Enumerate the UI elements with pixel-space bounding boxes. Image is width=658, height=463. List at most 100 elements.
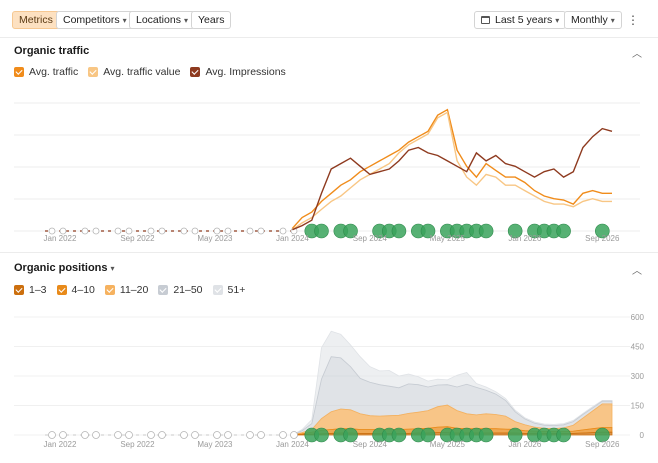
update-marker <box>224 227 232 235</box>
y-tick-label: 0 <box>640 431 645 440</box>
update-bubble <box>391 427 407 443</box>
locations-label: Locations <box>136 14 181 26</box>
checkbox-icon[interactable] <box>158 285 169 295</box>
chevron-down-icon: ▾ <box>122 16 127 25</box>
interval-button[interactable]: Monthly ▾ <box>564 11 622 29</box>
checkbox-icon[interactable] <box>14 67 24 77</box>
positions-chart: 600 450 300 150 0 Jan 2022 Sep 2022 May 2023 Jan… <box>14 313 645 449</box>
checkbox-icon[interactable] <box>212 285 223 295</box>
update-marker <box>147 227 155 235</box>
traffic-legend: Avg. traffic Avg. traffic value Avg. Impre… <box>14 65 296 79</box>
traffic-legend-item[interactable]: Avg. traffic <box>14 66 78 78</box>
chevron-down-icon: ▾ <box>183 16 188 25</box>
update-marker <box>290 431 298 439</box>
traffic-legend-item[interactable]: Avg. traffic value <box>88 66 180 78</box>
update-bubble <box>595 427 610 443</box>
positions-legend-item[interactable]: 4–10 <box>56 284 95 296</box>
y-tick-label: 450 <box>631 343 645 352</box>
y-tick-label: 600 <box>631 313 645 322</box>
x-tick-label: May 2025 <box>430 234 466 243</box>
update-bubble <box>507 223 523 239</box>
update-bubble <box>420 427 436 443</box>
x-tick-label: May 2025 <box>430 440 466 449</box>
y-tick-label: 150 <box>631 402 645 411</box>
checkbox-icon[interactable] <box>88 67 99 77</box>
update-marker <box>147 431 155 439</box>
metrics-button[interactable]: Metrics <box>12 11 60 29</box>
update-marker <box>92 227 100 235</box>
traffic-legend-label: Avg. traffic <box>29 66 79 78</box>
competitors-label: Competitors <box>63 14 120 26</box>
section-divider <box>0 252 658 253</box>
competitors-button[interactable]: Competitors ▾ <box>56 11 134 29</box>
x-tick-label: Sep 2026 <box>585 234 620 243</box>
update-marker <box>158 227 166 235</box>
x-tick-label: Jan 2022 <box>44 440 77 449</box>
positions-legend-item[interactable]: 1–3 <box>14 284 47 296</box>
checkbox-icon[interactable] <box>14 285 24 295</box>
x-tick-label: Jan 2022 <box>44 234 77 243</box>
update-marker <box>257 431 265 439</box>
x-tick-label: Jan 2024 <box>276 440 309 449</box>
x-tick-label: May 2023 <box>197 440 233 449</box>
update-marker <box>158 431 166 439</box>
update-marker <box>180 431 188 439</box>
positions-title[interactable]: Organic positions ▾ <box>14 262 115 274</box>
positions-legend: 1–3 4–10 11–20 21–50 51+ <box>14 283 255 297</box>
y-tick-label: 300 <box>631 372 645 381</box>
update-bubble <box>314 427 329 443</box>
interval-label: Monthly <box>571 14 608 26</box>
toolbar: Metrics Competitors ▾ Locations ▾ Years La… <box>0 0 658 38</box>
update-bubble <box>507 427 523 443</box>
x-tick-label: Sep 2024 <box>353 440 388 449</box>
checkbox-icon[interactable] <box>104 285 115 295</box>
update-bubble <box>420 223 436 239</box>
update-marker <box>279 227 287 235</box>
update-bubble <box>478 223 494 239</box>
update-marker <box>279 431 287 439</box>
update-marker <box>213 227 221 235</box>
chevron-up-icon[interactable]: ︿ <box>632 266 642 277</box>
update-bubble <box>556 427 571 443</box>
chevron-down-icon: ▾ <box>610 16 615 25</box>
x-tick-label: Sep 2022 <box>120 234 155 243</box>
update-marker <box>59 431 67 439</box>
update-marker <box>48 431 56 439</box>
checkbox-icon[interactable] <box>190 67 201 77</box>
x-tick-label: May 2023 <box>197 234 233 243</box>
positions-legend-label: 4–10 <box>71 284 95 296</box>
update-marker <box>114 431 122 439</box>
update-marker <box>213 431 221 439</box>
locations-button[interactable]: Locations ▾ <box>129 11 195 29</box>
traffic-title: Organic traffic <box>14 45 90 57</box>
kebab-icon[interactable]: ⋮ <box>627 13 639 27</box>
years-button[interactable]: Years <box>191 11 232 29</box>
update-marker <box>180 227 188 235</box>
positions-title-label: Organic positions <box>14 262 108 274</box>
update-marker <box>81 431 89 439</box>
x-tick-label: Sep 2026 <box>585 440 620 449</box>
series-line-avg-impressions <box>292 127 613 231</box>
traffic-legend-item[interactable]: Avg. Impressions <box>190 66 286 78</box>
update-marker <box>246 227 254 235</box>
x-tick-label: Sep 2024 <box>353 234 388 243</box>
update-bubble <box>343 223 358 239</box>
chevron-up-icon[interactable]: ︿ <box>632 49 642 60</box>
update-bubble <box>478 427 494 443</box>
date-range-button[interactable]: Last 5 years ▾ <box>474 11 567 29</box>
series-line-avg-traffic-value <box>291 111 612 231</box>
traffic-legend-label: Avg. Impressions <box>205 66 286 78</box>
update-marker <box>125 431 133 439</box>
update-bubble <box>391 223 407 239</box>
positions-legend-label: 1–3 <box>29 284 47 296</box>
x-tick-label: Jan 2026 <box>508 234 541 243</box>
positions-legend-label: 51+ <box>227 284 246 296</box>
positions-legend-item[interactable]: 51+ <box>212 284 246 296</box>
update-marker <box>191 431 199 439</box>
positions-legend-item[interactable]: 21–50 <box>158 284 203 296</box>
years-label: Years <box>198 14 225 26</box>
positions-legend-item[interactable]: 11–20 <box>104 284 148 296</box>
checkbox-icon[interactable] <box>56 285 67 295</box>
chevron-down-icon: ▾ <box>110 264 115 273</box>
x-tick-label: Jan 2026 <box>508 440 541 449</box>
